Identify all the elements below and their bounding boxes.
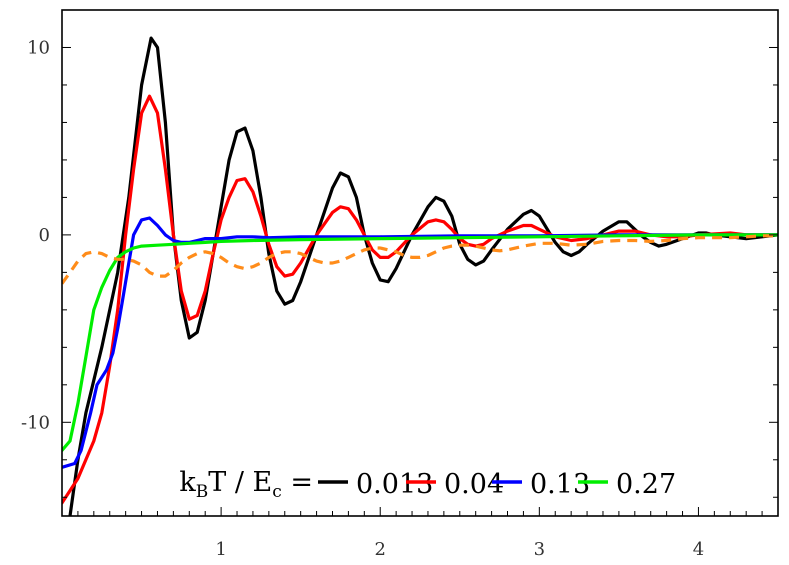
legend-prefix-mid: T / E [208,467,272,498]
y-tick-label: 0 [39,225,50,246]
x-tick-label: 4 [693,539,704,560]
series-line-0.27 [62,233,778,452]
legend-prefix: kBT / Ec = [179,467,313,502]
legend-label-0.04: 0.04 [444,469,504,500]
series-line-dashed-4 [62,234,778,285]
y-tick-label: 10 [27,37,50,58]
series-line-0.013 [68,36,778,516]
legend-entries: 0.013 0.04 0.13 0.27 [318,469,676,500]
legend-label-0.013: 0.013 [356,469,433,500]
series-line-0.13 [62,216,778,469]
plot-frame [61,9,779,517]
legend-prefix-eq: = [282,467,313,498]
legend-prefix-e-sub: c [272,482,282,502]
x-tick-label: 2 [374,539,385,560]
y-tick-label: -10 [21,412,50,433]
x-tick-label: 1 [215,539,226,560]
legend-prefix-k: k [179,467,196,498]
legend-label-0.27: 0.27 [616,469,676,500]
legend-prefix-k-sub: B [196,482,209,502]
axis-layer: 10 0 -10 1 2 3 4 [21,37,779,560]
series-layer [62,36,778,516]
x-tick-label: 3 [534,539,545,560]
legend: kBT / Ec = 0.013 0.04 0.13 0.27 [179,467,676,502]
series-line-0.04 [62,94,778,505]
legend-label-0.13: 0.13 [530,469,590,500]
